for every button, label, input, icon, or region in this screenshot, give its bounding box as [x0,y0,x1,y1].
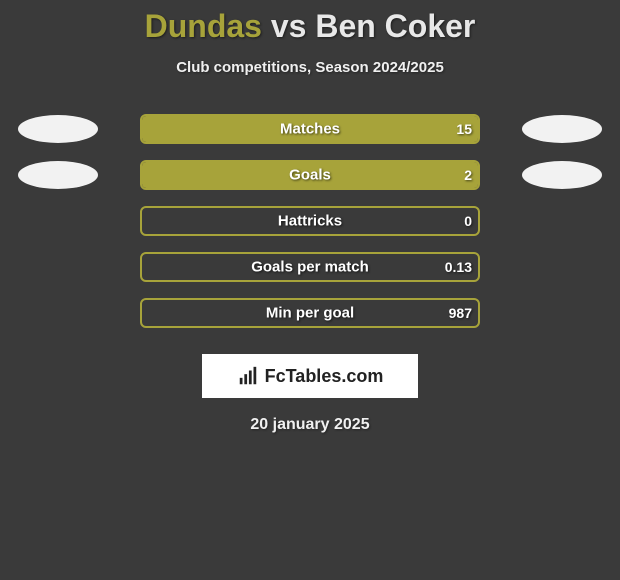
player1-badge [18,115,98,143]
page-title: Dundas vs Ben Coker [0,8,620,45]
stat-bar: Min per goal 987 [140,298,480,328]
player2-badge [522,115,602,143]
stat-label: Goals [289,167,331,184]
stat-row: Min per goal 987 [0,290,620,336]
stat-bar: Matches 15 [140,114,480,144]
stat-label: Hattricks [278,213,342,230]
stat-label: Min per goal [266,305,354,322]
stat-label: Goals per match [251,259,369,276]
player2-name: Ben Coker [315,8,475,44]
bar-chart-icon [237,365,259,387]
subtitle: Club competitions, Season 2024/2025 [0,59,620,76]
player1-name: Dundas [145,8,262,44]
source-logo: FcTables.com [202,354,418,398]
player1-badge [18,161,98,189]
stat-value-right: 0 [464,213,472,229]
stat-value-right: 2 [464,167,472,183]
player2-badge [522,161,602,189]
stat-bar: Goals per match 0.13 [140,252,480,282]
stat-row: Hattricks 0 [0,198,620,244]
stat-value-right: 15 [456,121,472,137]
comparison-card: Dundas vs Ben Coker Club competitions, S… [0,0,620,434]
logo-text: FcTables.com [265,366,384,387]
stat-value-right: 987 [449,305,472,321]
stats-list: Matches 15 Goals 2 Hattricks 0 Goals per match… [0,106,620,336]
stat-row: Matches 15 [0,106,620,152]
stat-label: Matches [280,121,340,138]
vs-text: vs [271,8,307,44]
stat-row: Goals per match 0.13 [0,244,620,290]
stat-bar: Hattricks 0 [140,206,480,236]
stat-row: Goals 2 [0,152,620,198]
stat-bar: Goals 2 [140,160,480,190]
date-text: 20 january 2025 [0,416,620,434]
stat-value-right: 0.13 [445,259,472,275]
